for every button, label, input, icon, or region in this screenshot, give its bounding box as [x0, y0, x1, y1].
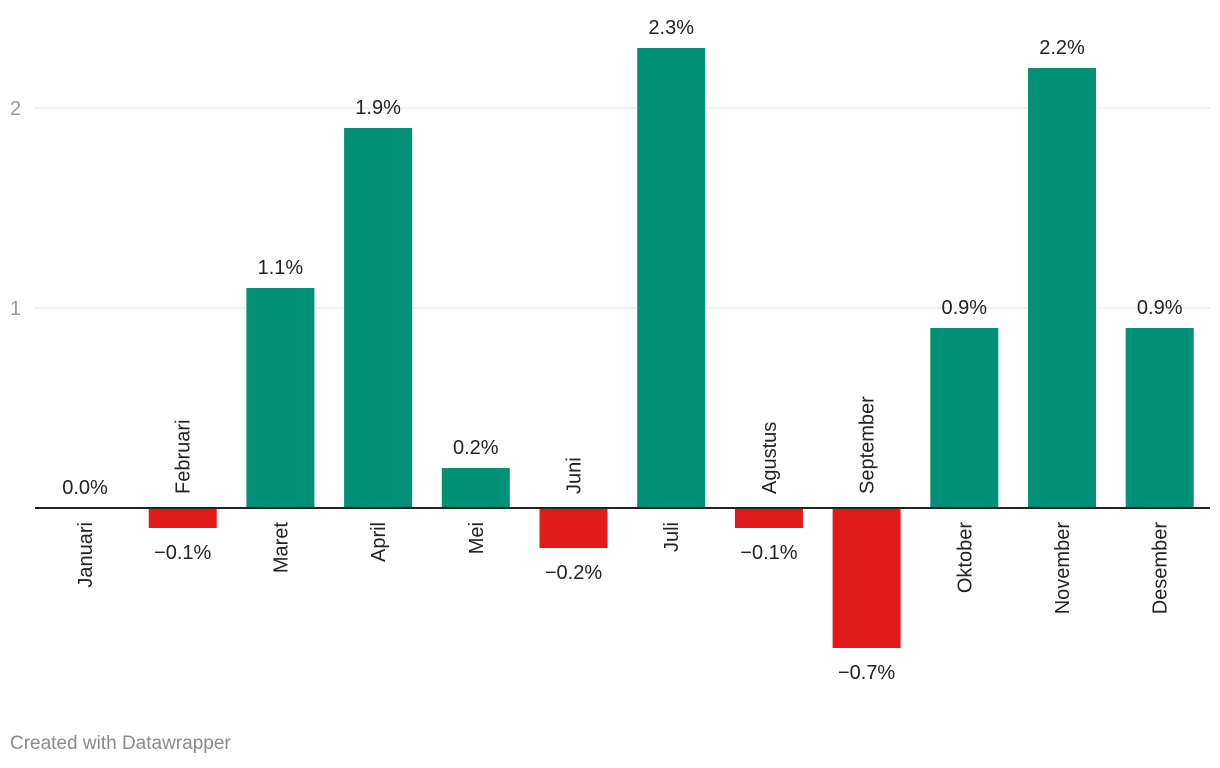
bar — [344, 128, 413, 508]
footer-credit: Created with Datawrapper — [10, 733, 231, 754]
bar — [1125, 328, 1194, 508]
category-label: Desember — [1150, 522, 1172, 615]
category-label: Agustus — [759, 422, 781, 494]
data-label: 0.9% — [942, 297, 988, 319]
bar — [148, 508, 217, 528]
category-label: Oktober — [954, 522, 976, 593]
data-label: 2.3% — [648, 17, 694, 39]
bar — [832, 508, 901, 648]
bars — [148, 48, 1194, 648]
category-label: Mei — [466, 522, 488, 554]
bar — [1028, 68, 1096, 508]
category-label: April — [368, 522, 390, 562]
bar — [734, 508, 803, 528]
bar — [637, 48, 706, 508]
data-labels: 0.0% −0.1% 1.1% 1.9% 0.2% −0.2% 2.3% −0.1% −0.7%… — [62, 17, 1183, 684]
bar — [246, 288, 315, 508]
category-labels: Januari Februari Maret April Mei Juni Juli Agus… — [75, 396, 1172, 614]
category-label: Februari — [173, 420, 195, 494]
data-label: 1.1% — [258, 257, 304, 279]
category-label: Januari — [75, 522, 97, 588]
data-label: 2.2% — [1039, 37, 1085, 59]
data-label: 0.2% — [453, 437, 499, 459]
y-tick-label: 2 — [10, 98, 21, 120]
data-label: 0.9% — [1137, 297, 1183, 319]
data-label: 1.9% — [355, 97, 401, 119]
category-label: September — [857, 396, 879, 494]
data-label: −0.1% — [154, 542, 211, 564]
bar — [930, 328, 999, 508]
gridlines: 12 — [10, 98, 1210, 320]
data-label: 0.0% — [62, 477, 108, 499]
data-label: −0.2% — [545, 562, 602, 584]
data-label: −0.1% — [740, 542, 797, 564]
bar — [441, 468, 510, 508]
data-label: −0.7% — [838, 662, 895, 684]
category-label: Juli — [661, 522, 683, 552]
bar — [539, 508, 608, 548]
category-label: Juni — [564, 457, 586, 494]
category-label: November — [1052, 522, 1074, 615]
y-tick-label: 1 — [10, 298, 21, 320]
category-label: Maret — [270, 522, 292, 574]
